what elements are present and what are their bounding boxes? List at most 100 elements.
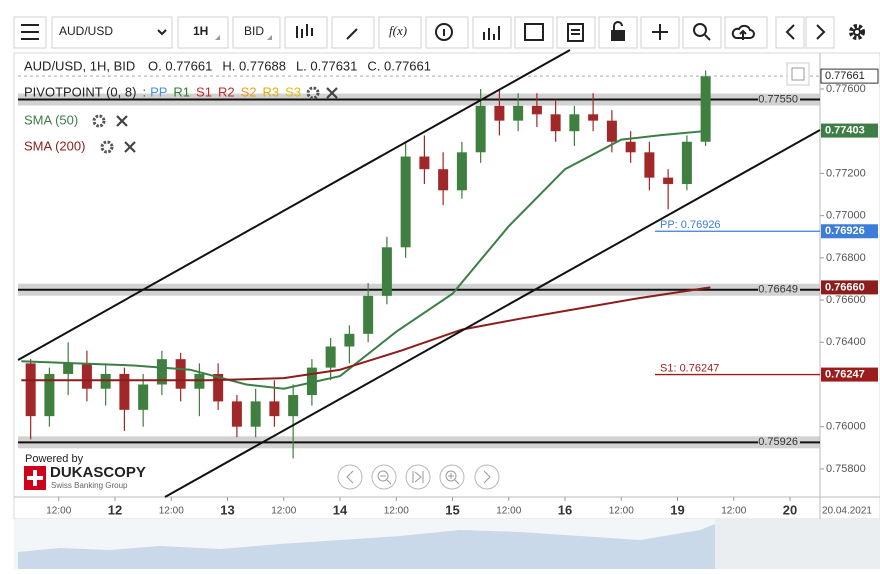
pivot-label: PP: 0.76926 (660, 219, 721, 231)
level-label: 0.76649 (758, 284, 798, 296)
draw-button[interactable] (331, 16, 375, 49)
candle-body (400, 156, 411, 248)
sma-axis-label: 0.77403 (825, 124, 865, 136)
function-label: f(x) (389, 23, 407, 38)
info-button[interactable] (425, 16, 469, 49)
nav-right[interactable] (474, 464, 500, 490)
pivot-remove[interactable] (326, 87, 338, 99)
settings-button[interactable] (849, 24, 865, 40)
zoom-button[interactable] (682, 16, 722, 49)
candle-body (531, 105, 542, 115)
legend-remove[interactable] (124, 141, 136, 153)
nav-left[interactable] (337, 464, 363, 490)
prev-button[interactable] (775, 16, 805, 49)
pivot-legend-level: PP (150, 84, 167, 99)
candle-body (63, 363, 74, 374)
side: BID (244, 24, 264, 38)
pivot-legend-level: S2 (241, 84, 257, 99)
date-label: 20.04.2021 (822, 506, 872, 517)
crosshair-button[interactable] (640, 16, 680, 49)
nav-reset[interactable] (405, 464, 431, 490)
sma-axis-label: 0.76660 (825, 281, 865, 293)
candle-body (644, 152, 655, 178)
timeframe-select[interactable]: 1H (177, 16, 229, 49)
candle-body (325, 346, 336, 368)
function-button[interactable]: f(x) (378, 16, 422, 49)
level-label: 0.75926 (758, 436, 798, 448)
x-tick-label: 12:00 (496, 506, 521, 517)
candle-body (175, 359, 186, 389)
branding (20, 452, 144, 494)
pivot-label: S1: 0.76247 (660, 362, 719, 374)
brand-tagline: Swiss Banking Group (51, 481, 128, 490)
candle-body (100, 373, 111, 389)
candle-body (306, 367, 317, 396)
navigator (14, 519, 880, 569)
pivot-legend-level: R1 (173, 84, 190, 99)
last-price-label-box (820, 68, 879, 84)
nav-controls (337, 464, 500, 490)
ohlc-value: L. 0.77631 (296, 58, 357, 73)
candle-body (419, 156, 430, 170)
legend-entry: SMA (200) (24, 138, 85, 153)
plot: 0.77550 0.76649 0.75926 PP: 0.76926 S1: 0.76… (18, 70, 820, 459)
candle-body (456, 152, 467, 191)
x-tick-label: 15 (445, 502, 459, 517)
next-button[interactable] (805, 16, 835, 49)
y-tick-label: 0.75800 (826, 463, 866, 475)
ohlc-value: C. 0.77661 (367, 58, 431, 73)
candle-body (606, 120, 617, 142)
pivot-legend-level: S3 (285, 84, 301, 99)
y-tick-label: 0.77600 (826, 83, 866, 95)
candle-body (250, 401, 261, 427)
sma-axis-label-box (821, 123, 878, 138)
lock-button[interactable] (598, 16, 638, 49)
candle-body (231, 401, 242, 427)
pivot-legend-level: S1 (196, 84, 212, 99)
indicators-button[interactable] (472, 16, 512, 49)
y-tick-label: 0.76000 (826, 421, 866, 433)
side-select[interactable]: BID (232, 16, 281, 49)
channel-upper (17, 49, 571, 361)
legend-remove[interactable] (116, 115, 128, 127)
powered-by: Powered by (25, 453, 84, 465)
symbol-select[interactable]: AUD/USD (51, 16, 173, 49)
candle-body (119, 373, 130, 410)
y-tick-label: 0.77000 (826, 210, 866, 222)
candle-body (194, 373, 205, 389)
candle-body (156, 359, 167, 385)
candle-body (81, 363, 92, 389)
pivot-legend-level: R2 (218, 84, 235, 99)
candle-body (700, 76, 711, 142)
cloud-button[interactable] (724, 16, 768, 49)
pivot-legend-name: PIVOTPOINT (0, 8) (24, 84, 136, 99)
x-tick-label: 14 (333, 502, 348, 517)
fullscreen-button[interactable] (786, 62, 810, 86)
x-tick-label: 12:00 (384, 506, 409, 517)
x-tick-label: 16 (558, 502, 572, 517)
legend-settings[interactable] (92, 114, 106, 128)
candle-body (213, 373, 224, 402)
legend-settings[interactable] (100, 140, 114, 154)
candle-body (663, 177, 674, 184)
pivot-settings[interactable] (306, 86, 320, 100)
candle-body (588, 114, 599, 121)
menu-button[interactable] (13, 16, 47, 49)
ohlc-value: H. 0.77688 (222, 58, 286, 73)
nav-zoom-in[interactable] (439, 464, 465, 490)
candle-body (513, 105, 524, 121)
candle-body (288, 395, 299, 417)
candle-body (569, 114, 580, 132)
report-button[interactable] (556, 16, 596, 49)
candle-body (438, 169, 449, 191)
calendar-button[interactable] (514, 16, 554, 49)
ohlc-value: O. 0.77661 (148, 58, 212, 73)
y-tick-label: 0.76800 (826, 252, 866, 264)
x-tick-label: 19 (670, 502, 684, 517)
nav-zoom-out[interactable] (371, 464, 397, 490)
pivot-axis-label: 0.76247 (825, 368, 865, 380)
chart-type-button[interactable] (284, 16, 328, 49)
candle-body (269, 401, 280, 417)
candle-body (681, 141, 692, 184)
